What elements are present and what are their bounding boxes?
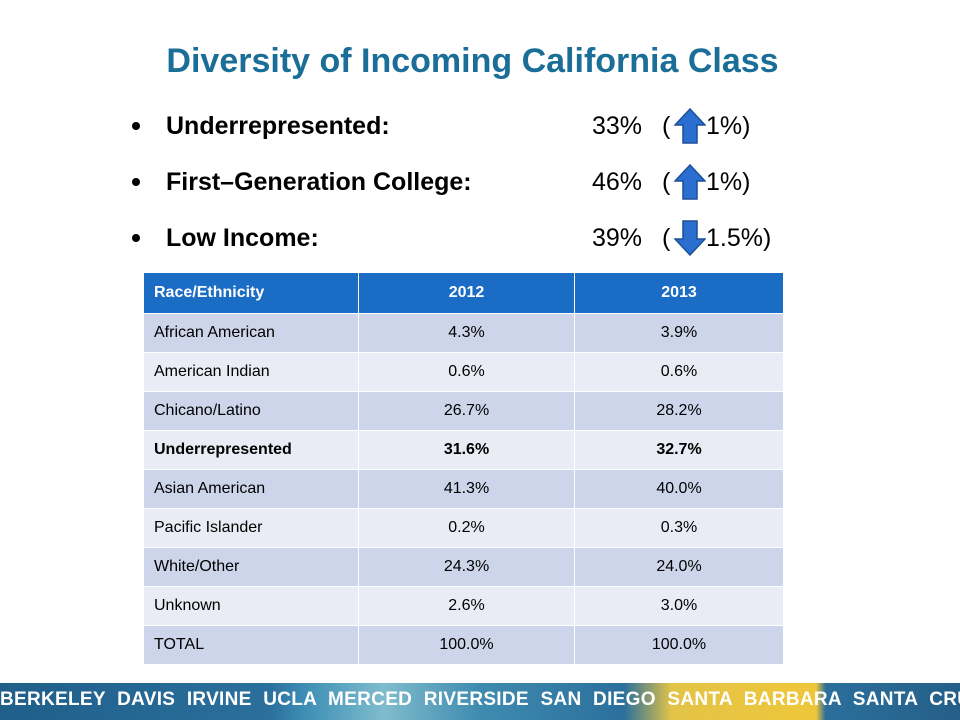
table-cell: 4.3% bbox=[358, 313, 575, 353]
bullet-value: 46% bbox=[592, 168, 643, 196]
bullet-dot bbox=[132, 178, 140, 186]
table-row: Pacific Islander 0.2% 0.3% bbox=[143, 508, 784, 548]
bullet-value: 33% bbox=[592, 112, 643, 140]
table-cell: 3.9% bbox=[574, 313, 784, 353]
campus-list: BERKELEY DAVIS IRVINE UCLA MERCED RIVERS… bbox=[0, 689, 960, 710]
table-row: Asian American 41.3% 40.0% bbox=[143, 469, 784, 509]
table-header-row: Race/Ethnicity 2012 2013 bbox=[143, 272, 784, 314]
arrow-up-icon bbox=[674, 164, 706, 200]
table-cell: 100.0% bbox=[574, 625, 784, 665]
table-cell: 24.3% bbox=[358, 547, 575, 587]
bullet-list: Underrepresented: 33% ( 1%) First–Genera… bbox=[132, 108, 832, 278]
slide-title: Diversity of Incoming California Class bbox=[166, 42, 779, 80]
bullet-dot bbox=[132, 234, 140, 242]
table-cell: American Indian bbox=[143, 352, 359, 392]
table-cell: 26.7% bbox=[358, 391, 575, 431]
bullet-change: 1%) bbox=[706, 168, 751, 196]
campus-footer-banner: BERKELEY DAVIS IRVINE UCLA MERCED RIVERS… bbox=[0, 683, 960, 720]
table-cell: 3.0% bbox=[574, 586, 784, 626]
table-cell: 32.7% bbox=[574, 430, 784, 470]
bullet-value: 39% bbox=[592, 224, 643, 252]
bullet-paren: ( bbox=[662, 224, 671, 252]
bullet-change: 1%) bbox=[706, 112, 751, 140]
table-cell: 0.3% bbox=[574, 508, 784, 548]
bullet-label: First–Generation College: bbox=[166, 168, 472, 196]
table-cell: Pacific Islander bbox=[143, 508, 359, 548]
table-cell: Asian American bbox=[143, 469, 359, 509]
ethnicity-table: Race/Ethnicity 2012 2013 African America… bbox=[143, 272, 784, 665]
table-cell: Chicano/Latino bbox=[143, 391, 359, 431]
table-cell: 100.0% bbox=[358, 625, 575, 665]
bullet-label: Low Income: bbox=[166, 224, 319, 252]
table-row: African American 4.3% 3.9% bbox=[143, 313, 784, 353]
table-cell: 0.6% bbox=[574, 352, 784, 392]
bullet-label: Underrepresented: bbox=[166, 112, 390, 140]
arrow-up-icon bbox=[674, 108, 706, 144]
table-cell: 28.2% bbox=[574, 391, 784, 431]
table-cell: White/Other bbox=[143, 547, 359, 587]
bullet-dot bbox=[132, 122, 140, 130]
bullet-item: Low Income: 39% ( 1.5%) bbox=[132, 220, 832, 278]
table-row: Unknown 2.6% 3.0% bbox=[143, 586, 784, 626]
bullet-item: Underrepresented: 33% ( 1%) bbox=[132, 108, 832, 166]
table-cell: 41.3% bbox=[358, 469, 575, 509]
table-cell: 0.2% bbox=[358, 508, 575, 548]
table-cell: 40.0% bbox=[574, 469, 784, 509]
bullet-paren: ( bbox=[662, 112, 671, 140]
table-row: Chicano/Latino 26.7% 28.2% bbox=[143, 391, 784, 431]
table-row: TOTAL 100.0% 100.0% bbox=[143, 625, 784, 665]
table-cell: 2.6% bbox=[358, 586, 575, 626]
table-cell: Underrepresented bbox=[143, 430, 359, 470]
table-row: American Indian 0.6% 0.6% bbox=[143, 352, 784, 392]
table-cell: African American bbox=[143, 313, 359, 353]
bullet-item: First–Generation College: 46% ( 1%) bbox=[132, 164, 832, 222]
bullet-paren: ( bbox=[662, 168, 671, 196]
table-cell: 24.0% bbox=[574, 547, 784, 587]
table-cell: 31.6% bbox=[358, 430, 575, 470]
table-row: Underrepresented 31.6% 32.7% bbox=[143, 430, 784, 470]
bullet-change: 1.5%) bbox=[706, 224, 772, 252]
column-header: 2013 bbox=[574, 272, 784, 314]
table-cell: 0.6% bbox=[358, 352, 575, 392]
table-cell: TOTAL bbox=[143, 625, 359, 665]
table-row: White/Other 24.3% 24.0% bbox=[143, 547, 784, 587]
arrow-down-icon bbox=[674, 220, 706, 256]
column-header: 2012 bbox=[358, 272, 575, 314]
column-header: Race/Ethnicity bbox=[143, 272, 359, 314]
table-cell: Unknown bbox=[143, 586, 359, 626]
